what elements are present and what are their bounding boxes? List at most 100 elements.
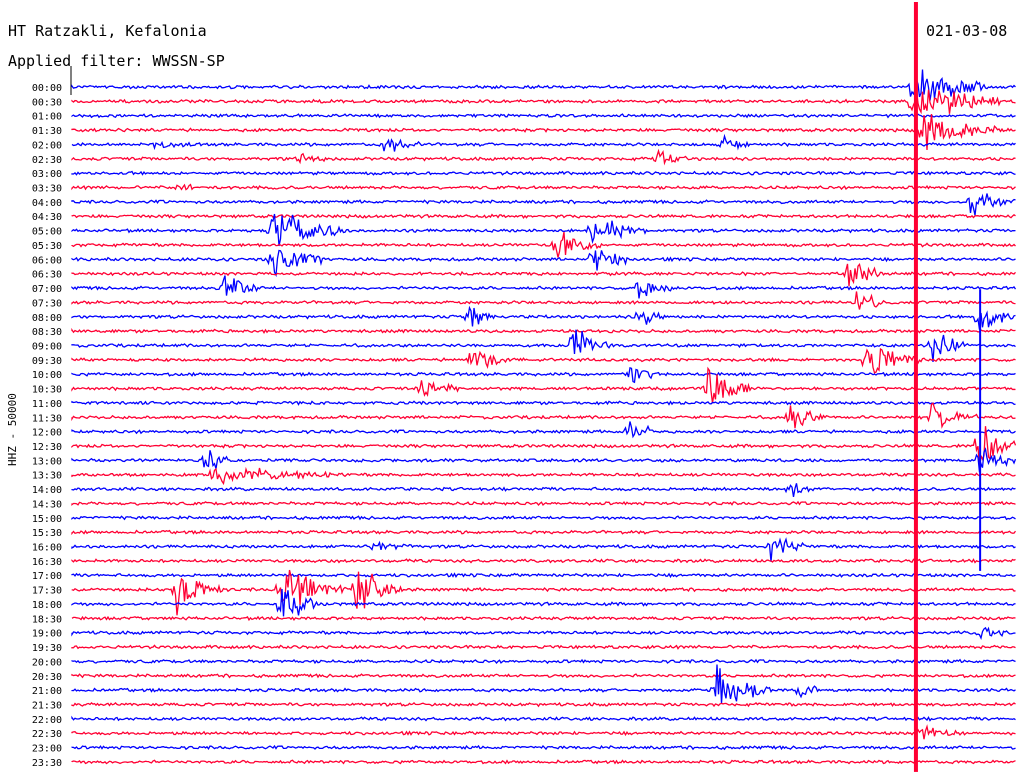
row-label: 13:30 [32,471,62,482]
row-label: 01:00 [32,112,62,123]
trace-line [71,572,1016,579]
row-label: 07:30 [32,298,62,309]
traces [71,2,1017,772]
row-label: 21:00 [32,686,62,697]
row-label: 05:30 [32,241,62,252]
trace-line [71,664,1016,704]
row-label: 13:00 [32,456,62,467]
row-label: 16:00 [32,543,62,554]
row-label: 22:30 [32,729,62,740]
channel-label: HHZ - 50000 [6,393,19,466]
row-label: 19:30 [32,643,62,654]
trace-line [71,69,1016,101]
trace-line [71,193,1016,216]
row-label: 08:00 [32,313,62,324]
trace-line [71,701,1016,708]
trace-line [71,88,1016,115]
trace-line [71,291,1016,310]
row-label: 22:00 [32,715,62,726]
event-spike [913,2,918,772]
row-label: 09:30 [32,356,62,367]
row-label: 00:30 [32,97,62,108]
trace-line [71,558,1016,564]
filter-subtitle: Applied filter: WWSSN-SP [8,52,225,70]
trace-line [71,366,1016,404]
trace-line [71,466,1016,486]
trace-line [71,529,1017,536]
trace-line [71,447,1017,473]
row-label: 14:30 [32,499,62,510]
trace-line [71,213,1016,247]
row-label: 11:30 [32,413,62,424]
trace-line [71,329,1016,362]
row-label: 20:30 [32,672,62,683]
trace-line [71,483,1016,498]
trace-line [71,715,1016,722]
trace-line [71,170,1016,176]
trace-line [71,400,1016,406]
event-spike [979,289,982,571]
trace-line [71,133,1016,152]
trace-line [71,148,1016,166]
trace-line [71,744,1016,751]
trace-line [71,724,1016,740]
row-label: 11:00 [32,399,62,410]
trace-line [71,426,1017,471]
trace-line [71,421,1016,439]
trace-line [71,347,1016,374]
trace-line [71,275,1017,299]
row-label: 05:00 [32,227,62,238]
row-label: 17:00 [32,571,62,582]
row-label: 03:30 [32,184,62,195]
row-label: 12:30 [32,442,62,453]
row-label: 04:00 [32,198,62,209]
row-label: 09:00 [32,341,62,352]
row-label: 18:00 [32,600,62,611]
row-label: 10:30 [32,385,62,396]
row-label: 07:00 [32,284,62,295]
row-label: 03:00 [32,169,62,180]
trace-line [71,113,1016,119]
row-label: 21:30 [32,700,62,711]
row-label: 12:00 [32,428,62,439]
trace-line [71,615,1016,622]
row-label: 04:30 [32,212,62,223]
row-labels: 00:00 00:30 01:00 01:30 02:00 02:30 03:00 03:30… [32,83,62,769]
row-label: 06:30 [32,270,62,281]
trace-line [71,588,1016,617]
trace-line [71,569,1016,616]
trace-line [71,262,1016,287]
row-label: 10:00 [32,370,62,381]
row-label: 06:00 [32,255,62,266]
trace-line [71,213,1016,219]
trace-line [71,658,1016,665]
trace-line [71,673,1016,679]
trace-line [71,515,1016,521]
row-label: 19:00 [32,629,62,640]
row-label: 02:30 [32,155,62,166]
trace-line [71,114,1016,151]
trace-line [71,402,1016,429]
row-label: 18:30 [32,614,62,625]
trace-line [71,500,1016,507]
row-label: 02:00 [32,140,62,151]
row-label: 08:30 [32,327,62,338]
row-label: 01:30 [32,126,62,137]
trace-line [71,537,1016,562]
row-label: 23:00 [32,744,62,755]
trace-line [71,305,1016,330]
row-label: 16:30 [32,557,62,568]
trace-line [71,183,1016,191]
row-label: 20:00 [32,657,62,668]
row-label: 00:00 [32,83,62,94]
trace-line [71,759,1016,765]
station-title: HT Ratzakli, Kefalonia [8,22,207,40]
row-label: 17:30 [32,586,62,597]
row-label: 14:00 [32,485,62,496]
date-label: 021-03-08 [926,22,1007,40]
trace-line [71,231,1016,258]
trace-line [71,366,1016,384]
row-label: 23:30 [32,758,62,769]
trace-line [71,249,1016,278]
